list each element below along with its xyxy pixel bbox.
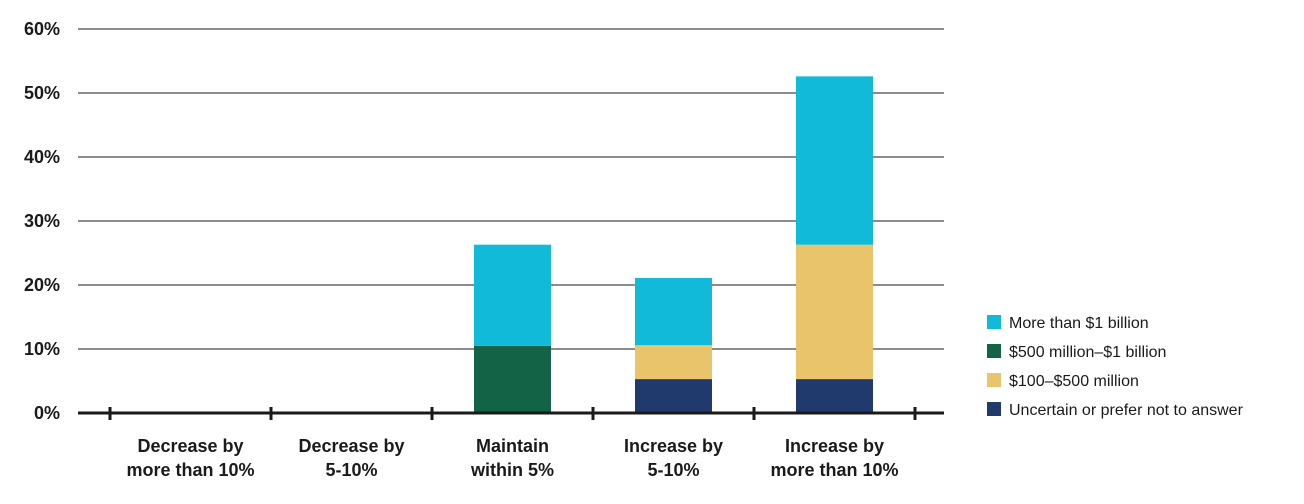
bar-segment [796,379,873,413]
y-axis-ticks: 0% 10% 20% 30% 40% 50% 60% [24,19,60,423]
legend-label: Uncertain or prefer not to answer [1009,402,1244,419]
bar-segment [796,76,873,245]
legend-label: $500 million–$1 billion [1009,344,1166,361]
x-axis [78,407,944,420]
x-tick-label: Maintain within 5% [470,436,554,480]
legend-swatch [987,373,1001,387]
legend-label: More than $1 billion [1009,315,1149,332]
y-tick-label: 40% [24,147,60,167]
y-tick-label: 60% [24,19,60,39]
y-tick-label: 30% [24,211,60,231]
y-tick-label: 50% [24,83,60,103]
x-axis-labels: Decrease by more than 10% Decrease by 5-10%… [126,436,898,480]
y-tick-label: 20% [24,275,60,295]
bar-segment [474,345,551,413]
legend: More than $1 billion $500 million–$1 bill… [987,315,1244,419]
bar-segment [474,244,551,346]
legend-label: $100–$500 million [1009,373,1139,390]
bar-segment [635,379,712,413]
legend-swatch [987,402,1001,416]
x-tick-label: Increase by 5-10% [624,436,723,480]
legend-swatch [987,315,1001,329]
legend-swatch [987,344,1001,358]
y-tick-label: 0% [34,403,60,423]
x-tick-label: Decrease by 5-10% [298,436,404,480]
y-tick-label: 10% [24,339,60,359]
bar-segment [796,244,873,380]
bars [474,76,873,413]
x-tick-label: Decrease by more than 10% [126,436,254,480]
bar-segment [635,345,712,380]
x-tick-label: Increase by more than 10% [770,436,898,480]
bar-segment [635,277,712,346]
